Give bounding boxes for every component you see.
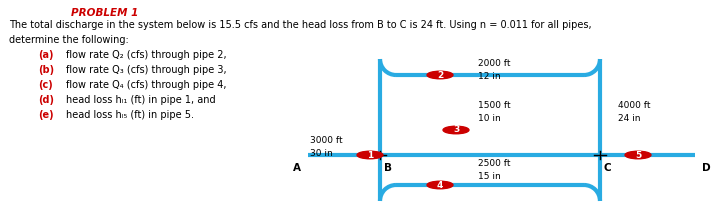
- Circle shape: [427, 71, 453, 79]
- Text: 24 in: 24 in: [618, 114, 641, 123]
- Text: The total discharge in the system below is 15.5 cfs and the head loss from B to : The total discharge in the system below …: [9, 20, 591, 30]
- Text: 2000 ft: 2000 ft: [478, 59, 510, 68]
- Circle shape: [427, 181, 453, 189]
- Text: 15 in: 15 in: [478, 172, 500, 181]
- Text: 1: 1: [367, 151, 373, 160]
- Text: 4: 4: [437, 181, 444, 189]
- Text: 3: 3: [453, 126, 459, 134]
- Text: A: A: [293, 163, 301, 173]
- Text: (e): (e): [38, 110, 54, 120]
- Circle shape: [443, 126, 469, 134]
- Text: C: C: [603, 163, 611, 173]
- Text: B: B: [384, 163, 392, 173]
- Text: (d): (d): [38, 95, 54, 105]
- Text: 4000 ft: 4000 ft: [618, 101, 650, 110]
- Text: 12 in: 12 in: [478, 72, 500, 81]
- Text: determine the following:: determine the following:: [9, 35, 128, 45]
- Text: 2500 ft: 2500 ft: [478, 159, 510, 168]
- Text: D: D: [702, 163, 711, 173]
- Text: (c): (c): [38, 80, 53, 90]
- Text: flow rate Q₂ (cfs) through pipe 2,: flow rate Q₂ (cfs) through pipe 2,: [66, 50, 226, 60]
- Text: (b): (b): [38, 65, 54, 75]
- Text: 10 in: 10 in: [478, 114, 500, 123]
- Text: flow rate Q₄ (cfs) through pipe 4,: flow rate Q₄ (cfs) through pipe 4,: [66, 80, 226, 90]
- Text: head loss hₗ₅ (ft) in pipe 5.: head loss hₗ₅ (ft) in pipe 5.: [66, 110, 194, 120]
- Text: head loss hₗ₁ (ft) in pipe 1, and: head loss hₗ₁ (ft) in pipe 1, and: [66, 95, 215, 105]
- Text: 5: 5: [635, 151, 641, 160]
- Text: 30 in: 30 in: [310, 149, 333, 158]
- Text: flow rate Q₃ (cfs) through pipe 3,: flow rate Q₃ (cfs) through pipe 3,: [66, 65, 226, 75]
- Circle shape: [357, 151, 383, 159]
- Text: 1500 ft: 1500 ft: [478, 101, 510, 110]
- Text: PROBLEM 1: PROBLEM 1: [71, 8, 138, 18]
- Text: (a): (a): [38, 50, 54, 60]
- Text: 2: 2: [437, 71, 443, 80]
- Text: 3000 ft: 3000 ft: [310, 136, 343, 145]
- Circle shape: [625, 151, 651, 159]
